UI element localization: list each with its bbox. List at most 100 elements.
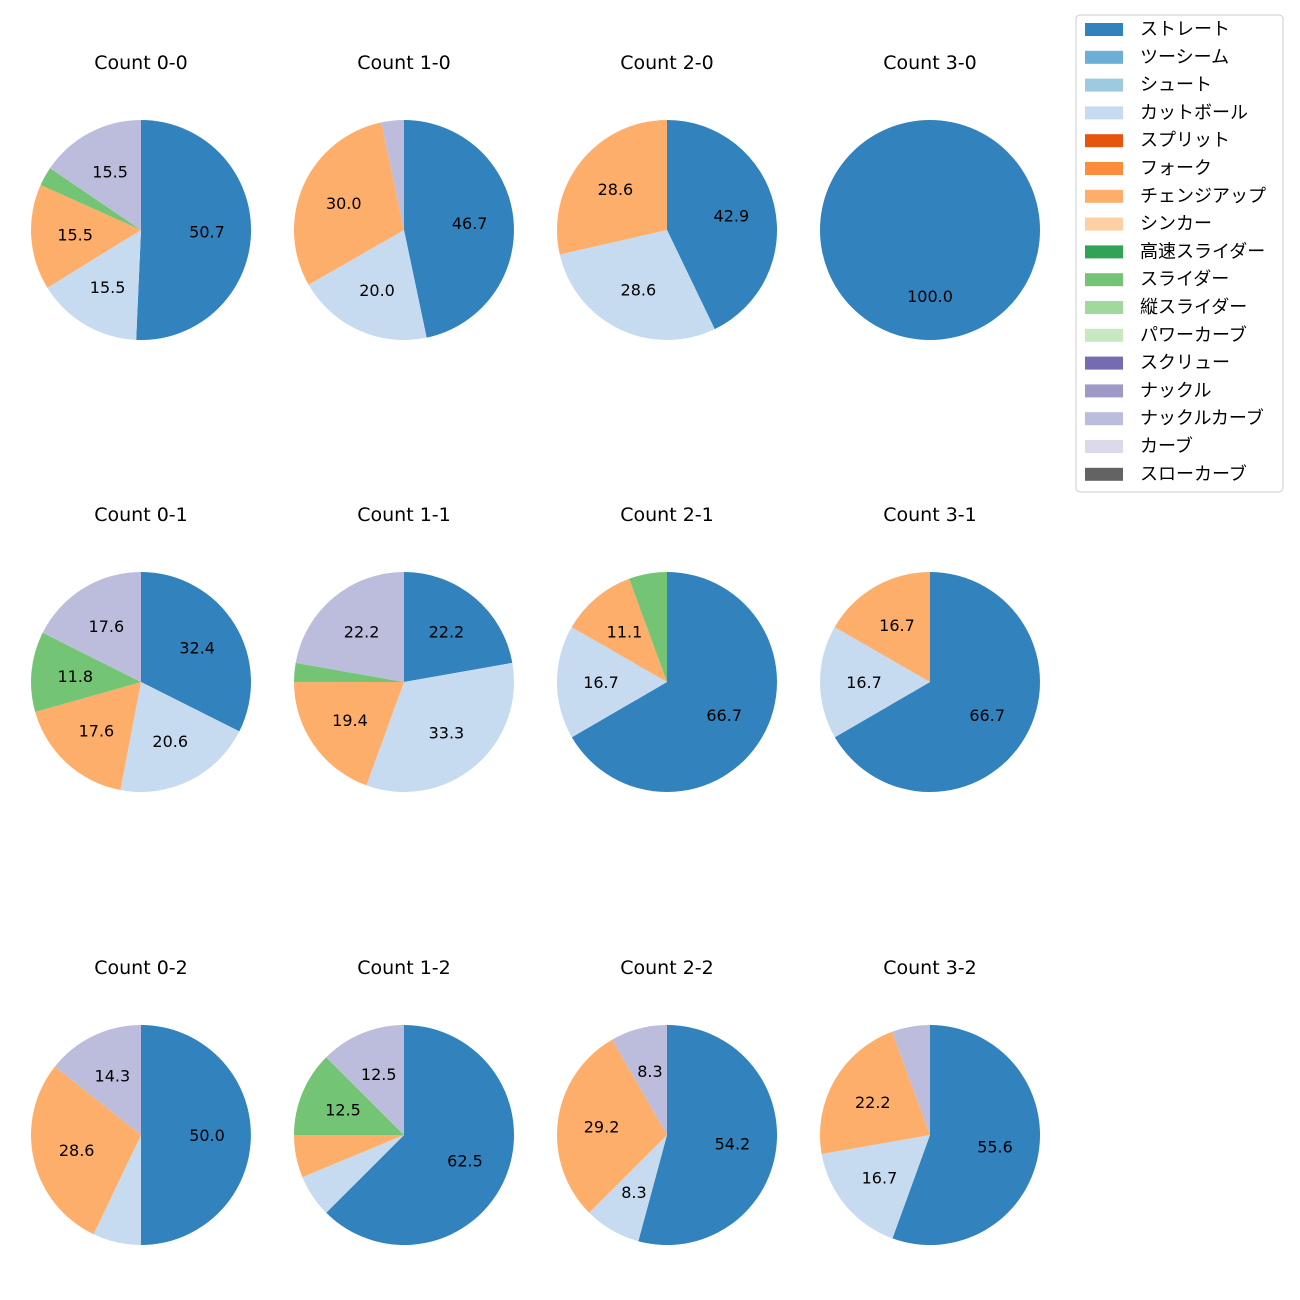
pie-slice xyxy=(293,662,404,683)
pie-slice xyxy=(892,1025,1041,1245)
legend-swatch xyxy=(1085,245,1123,259)
legend-label: パワーカーブ xyxy=(1140,324,1247,346)
slice-label: 66.7 xyxy=(706,706,742,725)
slice-label: 16.7 xyxy=(879,616,915,635)
slice-label: 12.5 xyxy=(361,1065,397,1084)
pie-slice xyxy=(42,572,141,682)
slice-label: 46.7 xyxy=(452,214,488,233)
pie-slice xyxy=(571,578,667,682)
pie-10: Count 1-2 62.5 12.512.5 xyxy=(294,957,515,1245)
pie-slice xyxy=(93,1135,141,1245)
legend-swatch xyxy=(1085,50,1123,64)
legend-label: シュート xyxy=(1140,75,1212,96)
pie-slice xyxy=(559,230,715,341)
legend-label: ストレート xyxy=(1140,19,1230,40)
slice-label: 28.6 xyxy=(598,180,634,199)
legend-label: ツーシーム xyxy=(1140,47,1229,68)
pie-slice xyxy=(30,185,141,288)
legend-label: スプリット xyxy=(1140,130,1230,151)
pie-6: Count 1-1 22.2 33.3 19.4 22.2 xyxy=(293,504,515,793)
legend-swatch xyxy=(1085,134,1123,148)
pie-title: Count 2-2 xyxy=(620,957,714,979)
legend-swatch xyxy=(1085,356,1123,370)
legend-swatch xyxy=(1085,217,1123,231)
slice-label: 8.3 xyxy=(637,1062,662,1081)
pie-title: Count 2-0 xyxy=(620,52,714,74)
pie-slice xyxy=(136,119,252,340)
slice-label: 66.7 xyxy=(969,706,1005,725)
legend-swatch xyxy=(1085,23,1123,36)
pie-slice xyxy=(557,120,667,255)
legend-label: チェンジアップ xyxy=(1140,186,1266,207)
legend-swatch xyxy=(1085,106,1123,120)
pie-slice xyxy=(295,572,404,682)
slice-label: 8.3 xyxy=(621,1183,646,1202)
pie-9: Count 0-2 50.0 28.6 14.3 xyxy=(31,957,251,1245)
pie-title: Count 0-2 xyxy=(94,957,188,979)
legend-swatch xyxy=(1085,162,1123,175)
slice-label: 20.0 xyxy=(359,281,395,300)
pie-slice xyxy=(54,1025,141,1135)
legend-swatch xyxy=(1085,301,1123,314)
pie-1: Count 0-0 50.7 15.5 15.5 15.5 xyxy=(30,52,252,340)
pie-slice xyxy=(589,1135,667,1242)
pie-title: Count 0-1 xyxy=(94,504,188,526)
legend-label: 縦スライダー xyxy=(1140,297,1247,318)
pie-slice xyxy=(629,572,667,682)
pie-slice xyxy=(326,1025,515,1245)
pie-slice xyxy=(141,1025,251,1245)
pie-slice xyxy=(638,1025,778,1245)
pie-slice xyxy=(834,572,930,682)
slice-label: 55.6 xyxy=(977,1137,1013,1156)
pie-slice xyxy=(571,572,777,792)
legend-swatch xyxy=(1085,189,1123,203)
pie-slice xyxy=(141,572,251,732)
slice-label: 11.8 xyxy=(57,667,93,686)
pie-title: Count 3-2 xyxy=(883,957,977,979)
pie-slice xyxy=(294,1135,404,1178)
pie-slice xyxy=(821,1135,930,1239)
legend-swatch xyxy=(1085,273,1123,287)
legend-label: ナックル xyxy=(1140,380,1211,401)
legend-swatch xyxy=(1085,412,1123,426)
legend-label: シンカー xyxy=(1140,214,1212,235)
pie-title: Count 3-1 xyxy=(883,504,977,526)
pie-slice xyxy=(366,662,515,793)
pie-title: Count 2-1 xyxy=(620,504,714,526)
slice-label: 15.5 xyxy=(92,163,128,182)
slice-label: 22.2 xyxy=(855,1093,891,1112)
pie-11: Count 2-2 54.2 8.3 29.2 8.3 xyxy=(557,957,778,1245)
legend-swatch xyxy=(1085,78,1123,92)
legend-swatch xyxy=(1085,328,1123,342)
slice-label: 19.4 xyxy=(332,711,368,730)
pie-title: Count 1-0 xyxy=(357,52,451,74)
slice-label: 29.2 xyxy=(584,1117,620,1136)
pie-title: Count 0-0 xyxy=(94,52,188,74)
pie-slice xyxy=(31,632,142,713)
slice-label: 50.0 xyxy=(189,1126,225,1145)
pie-slice xyxy=(667,120,778,330)
slice-label: 17.6 xyxy=(89,617,125,636)
slice-label: 54.2 xyxy=(715,1135,751,1154)
slice-label: 33.3 xyxy=(429,724,465,743)
pie-4: Count 3-0 100.0 xyxy=(820,52,1040,340)
slice-label: 15.5 xyxy=(57,225,93,244)
pie-slice xyxy=(294,1057,404,1135)
slice-label: 16.7 xyxy=(846,673,882,692)
legend-label: スローカーブ xyxy=(1140,463,1247,485)
pie-slice xyxy=(892,1025,930,1135)
legend-label: カーブ xyxy=(1140,435,1193,457)
pie-3: Count 2-0 42.9 28.6 28.6 xyxy=(557,52,778,341)
slice-label: 22.2 xyxy=(344,622,380,641)
slice-label: 15.5 xyxy=(90,278,126,297)
pie-slice xyxy=(612,1025,667,1135)
slice-label: 14.3 xyxy=(95,1067,131,1086)
legend-label: スライダー xyxy=(1140,269,1229,290)
pie-slice xyxy=(47,230,141,340)
slice-label: 50.7 xyxy=(189,222,225,241)
pie-slice xyxy=(35,682,141,791)
slice-label: 20.6 xyxy=(152,732,188,751)
pie-slice xyxy=(381,120,404,230)
slice-label: 22.2 xyxy=(429,622,465,641)
slice-label: 42.9 xyxy=(714,206,750,225)
